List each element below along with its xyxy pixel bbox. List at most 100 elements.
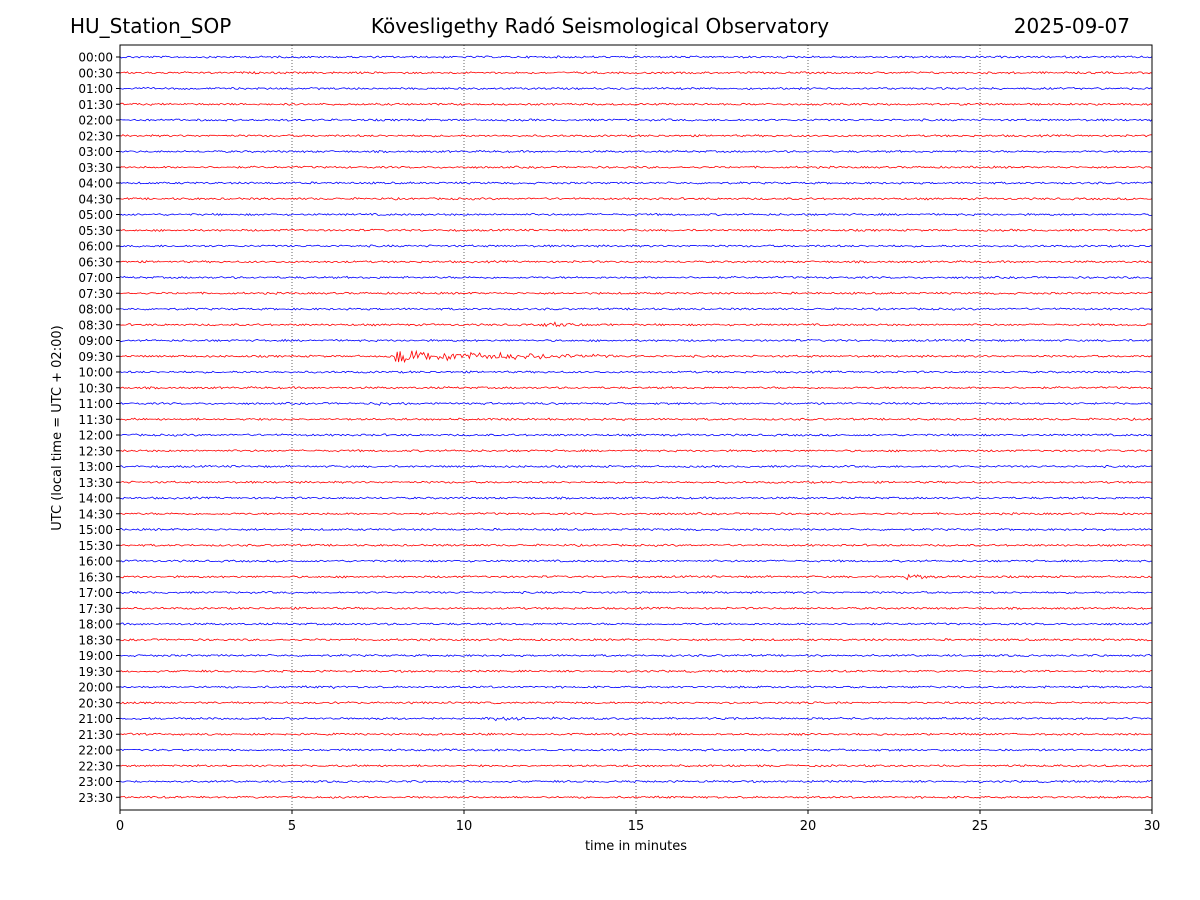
y-tick-label: 11:00 — [78, 397, 113, 411]
y-tick-label: 05:30 — [78, 224, 113, 238]
y-tick-label: 23:30 — [78, 791, 113, 805]
y-tick-label: 04:00 — [78, 177, 113, 191]
y-tick-label: 13:30 — [78, 476, 113, 490]
trace-row-1630 — [119, 573, 1153, 581]
x-tick-label: 10 — [456, 819, 473, 834]
y-tick-label: 05:00 — [78, 208, 113, 222]
y-tick-label: 10:30 — [78, 381, 113, 395]
trace-row-1900 — [119, 653, 1153, 658]
chart-date: 2025-09-07 — [1013, 14, 1130, 38]
x-tick-label: 30 — [1144, 819, 1161, 834]
trace-row-0500 — [119, 212, 1153, 217]
y-tick-label: 10:00 — [78, 366, 113, 380]
trace-row-0300 — [119, 149, 1153, 154]
y-tick-label: 09:00 — [78, 334, 113, 348]
y-tick-label: 19:00 — [78, 649, 113, 663]
trace-row-2100 — [119, 716, 1153, 722]
trace-row-1930 — [119, 669, 1153, 673]
trace-row-0930 — [119, 349, 1153, 364]
y-tick-label: 21:00 — [78, 712, 113, 726]
y-tick-label: 12:30 — [78, 444, 113, 458]
trace-row-1130 — [119, 417, 1153, 421]
y-tick-label: 17:30 — [78, 602, 113, 616]
y-tick-label: 04:30 — [78, 192, 113, 206]
trace-row-0530 — [119, 228, 1153, 232]
y-tick-label: 08:00 — [78, 303, 113, 317]
y-tick-label: 11:30 — [78, 413, 113, 427]
trace-row-0130 — [119, 102, 1153, 106]
y-tick-label: 22:30 — [78, 759, 113, 773]
station-name: HU_Station_SOP — [70, 14, 232, 38]
trace-row-2130 — [119, 732, 1153, 736]
trace-row-2330 — [119, 795, 1153, 800]
y-tick-label: 13:00 — [78, 460, 113, 474]
trace-row-0700 — [119, 275, 1153, 280]
y-tick-label: 20:30 — [78, 696, 113, 710]
trace-row-0430 — [119, 196, 1153, 201]
y-tick-label: 08:30 — [78, 318, 113, 332]
trace-row-1300 — [119, 464, 1153, 469]
trace-row-2200 — [119, 748, 1153, 752]
y-tick-label: 23:00 — [78, 775, 113, 789]
trace-row-1530 — [119, 543, 1153, 547]
y-tick-label: 19:30 — [78, 665, 113, 679]
y-tick-label: 06:00 — [78, 240, 113, 254]
trace-row-0400 — [119, 181, 1153, 185]
trace-row-1430 — [119, 511, 1153, 516]
trace-row-0030 — [119, 70, 1153, 75]
y-axis-label: UTC (local time = UTC + 02:00) — [50, 325, 65, 530]
trace-row-1800 — [119, 622, 1153, 626]
y-tick-label: 22:00 — [78, 744, 113, 758]
chart-title: Kövesligethy Radó Seismological Observat… — [370, 14, 830, 38]
y-tick-label: 21:30 — [78, 728, 113, 742]
seismogram-traces — [119, 55, 1153, 800]
x-tick-label: 20 — [800, 819, 817, 834]
y-tick-label: 02:30 — [78, 129, 113, 143]
y-tick-label: 00:00 — [78, 51, 113, 65]
y-tick-label: 16:00 — [78, 555, 113, 569]
trace-row-0000 — [119, 55, 1153, 59]
y-tick-label: 01:30 — [78, 98, 113, 112]
y-tick-label: 02:00 — [78, 114, 113, 128]
grid-lines — [291, 45, 981, 810]
trace-row-1830 — [119, 637, 1153, 642]
y-tick-label: 07:30 — [78, 287, 113, 301]
x-tick-label: 5 — [288, 819, 296, 834]
trace-row-0100 — [119, 86, 1153, 91]
y-tick-label: 01:00 — [78, 82, 113, 96]
trace-row-0230 — [119, 134, 1153, 138]
y-tick-label: 12:00 — [78, 429, 113, 443]
trace-row-0200 — [119, 118, 1153, 122]
trace-row-2000 — [119, 685, 1153, 690]
trace-row-0630 — [119, 260, 1153, 264]
trace-row-1200 — [119, 433, 1153, 437]
trace-row-1730 — [119, 606, 1153, 611]
x-tick-label: 0 — [116, 819, 124, 834]
y-tick-label: 03:30 — [78, 161, 113, 175]
trace-row-0830 — [119, 321, 1153, 328]
y-tick-label: 07:00 — [78, 271, 113, 285]
y-tick-label: 18:30 — [78, 633, 113, 647]
x-tick-label: 15 — [628, 819, 645, 834]
y-tick-label: 17:00 — [78, 586, 113, 600]
trace-row-0730 — [119, 291, 1153, 295]
trace-row-1600 — [119, 559, 1153, 563]
trace-row-1230 — [119, 449, 1153, 453]
y-tick-label: 14:00 — [78, 492, 113, 506]
trace-row-2230 — [119, 764, 1153, 768]
trace-row-1100 — [119, 401, 1153, 406]
trace-row-1700 — [119, 590, 1153, 595]
y-tick-label: 09:30 — [78, 350, 113, 364]
trace-row-1400 — [119, 496, 1153, 500]
trace-row-1030 — [119, 386, 1153, 390]
trace-row-1330 — [119, 480, 1153, 484]
x-tick-label: 25 — [972, 819, 989, 834]
y-tick-label: 14:30 — [78, 507, 113, 521]
trace-row-2030 — [119, 701, 1153, 705]
y-tick-label: 16:30 — [78, 570, 113, 584]
trace-row-1500 — [119, 527, 1153, 532]
y-tick-label: 15:30 — [78, 539, 113, 553]
y-tick-label: 03:00 — [78, 145, 113, 159]
x-axis-label: time in minutes — [585, 839, 687, 854]
